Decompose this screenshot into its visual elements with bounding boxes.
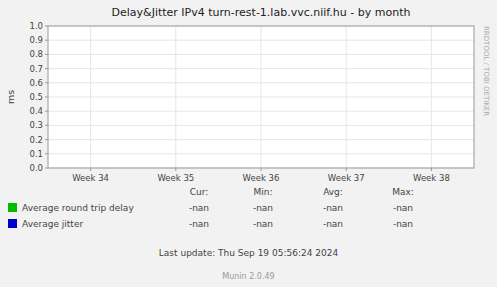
watermark: RRDTOOL / TOBI OETIKER (482, 26, 490, 116)
axis-label: ms (5, 90, 16, 104)
version: Munin 2.0.49 (222, 272, 274, 281)
stats-value: -nan (189, 219, 209, 229)
plot-area (48, 26, 474, 168)
tick-label: Week 38 (413, 173, 450, 183)
stats-value: -nan (323, 203, 343, 213)
tick-label: Week 37 (328, 173, 365, 183)
legend-swatch (8, 203, 17, 212)
tick-label: 0.3 (29, 120, 43, 130)
legend-label: Average round trip delay (22, 203, 134, 213)
title: Delay&Jitter IPv4 turn-rest-1.lab.vvc.ni… (112, 6, 411, 19)
stats-header: Cur: (190, 187, 209, 197)
stats-value: -nan (323, 219, 343, 229)
tick-label: 0.7 (29, 64, 43, 74)
tick-label: 0.4 (29, 106, 43, 116)
stats-value: -nan (393, 219, 413, 229)
tick-label: Week 36 (243, 173, 280, 183)
plot-frame (48, 26, 474, 168)
tick-label: 0.5 (29, 92, 43, 102)
tick-label: 0.8 (29, 49, 43, 59)
tick-label: 0.2 (29, 135, 43, 145)
background (0, 0, 497, 287)
stats-header: Avg: (323, 187, 343, 197)
tick-label: 0.1 (29, 149, 43, 159)
tick-label: Week 35 (157, 173, 194, 183)
last-update: Last update: Thu Sep 19 05:56:24 2024 (159, 248, 339, 258)
chart: Delay&Jitter IPv4 turn-rest-1.lab.vvc.ni… (0, 0, 497, 287)
grid-line (261, 26, 262, 168)
stats-header: Min: (253, 187, 272, 197)
tick-label: 0.0 (29, 163, 43, 173)
legend-label: Average jitter (22, 219, 83, 229)
grid-line (90, 26, 91, 168)
tick-label: Week 34 (72, 173, 109, 183)
stats-value: -nan (189, 203, 209, 213)
tick-label: 0.6 (29, 78, 43, 88)
legend-swatch (8, 219, 17, 228)
grid-line (431, 26, 432, 168)
stats-header: Max: (392, 187, 414, 197)
stats-value: -nan (253, 203, 273, 213)
stats-value: -nan (393, 203, 413, 213)
tick-label: 1.0 (29, 21, 43, 31)
grid-line (175, 26, 176, 168)
grid-line (346, 26, 347, 168)
stats-value: -nan (253, 219, 273, 229)
tick-label: 0.9 (29, 35, 43, 45)
